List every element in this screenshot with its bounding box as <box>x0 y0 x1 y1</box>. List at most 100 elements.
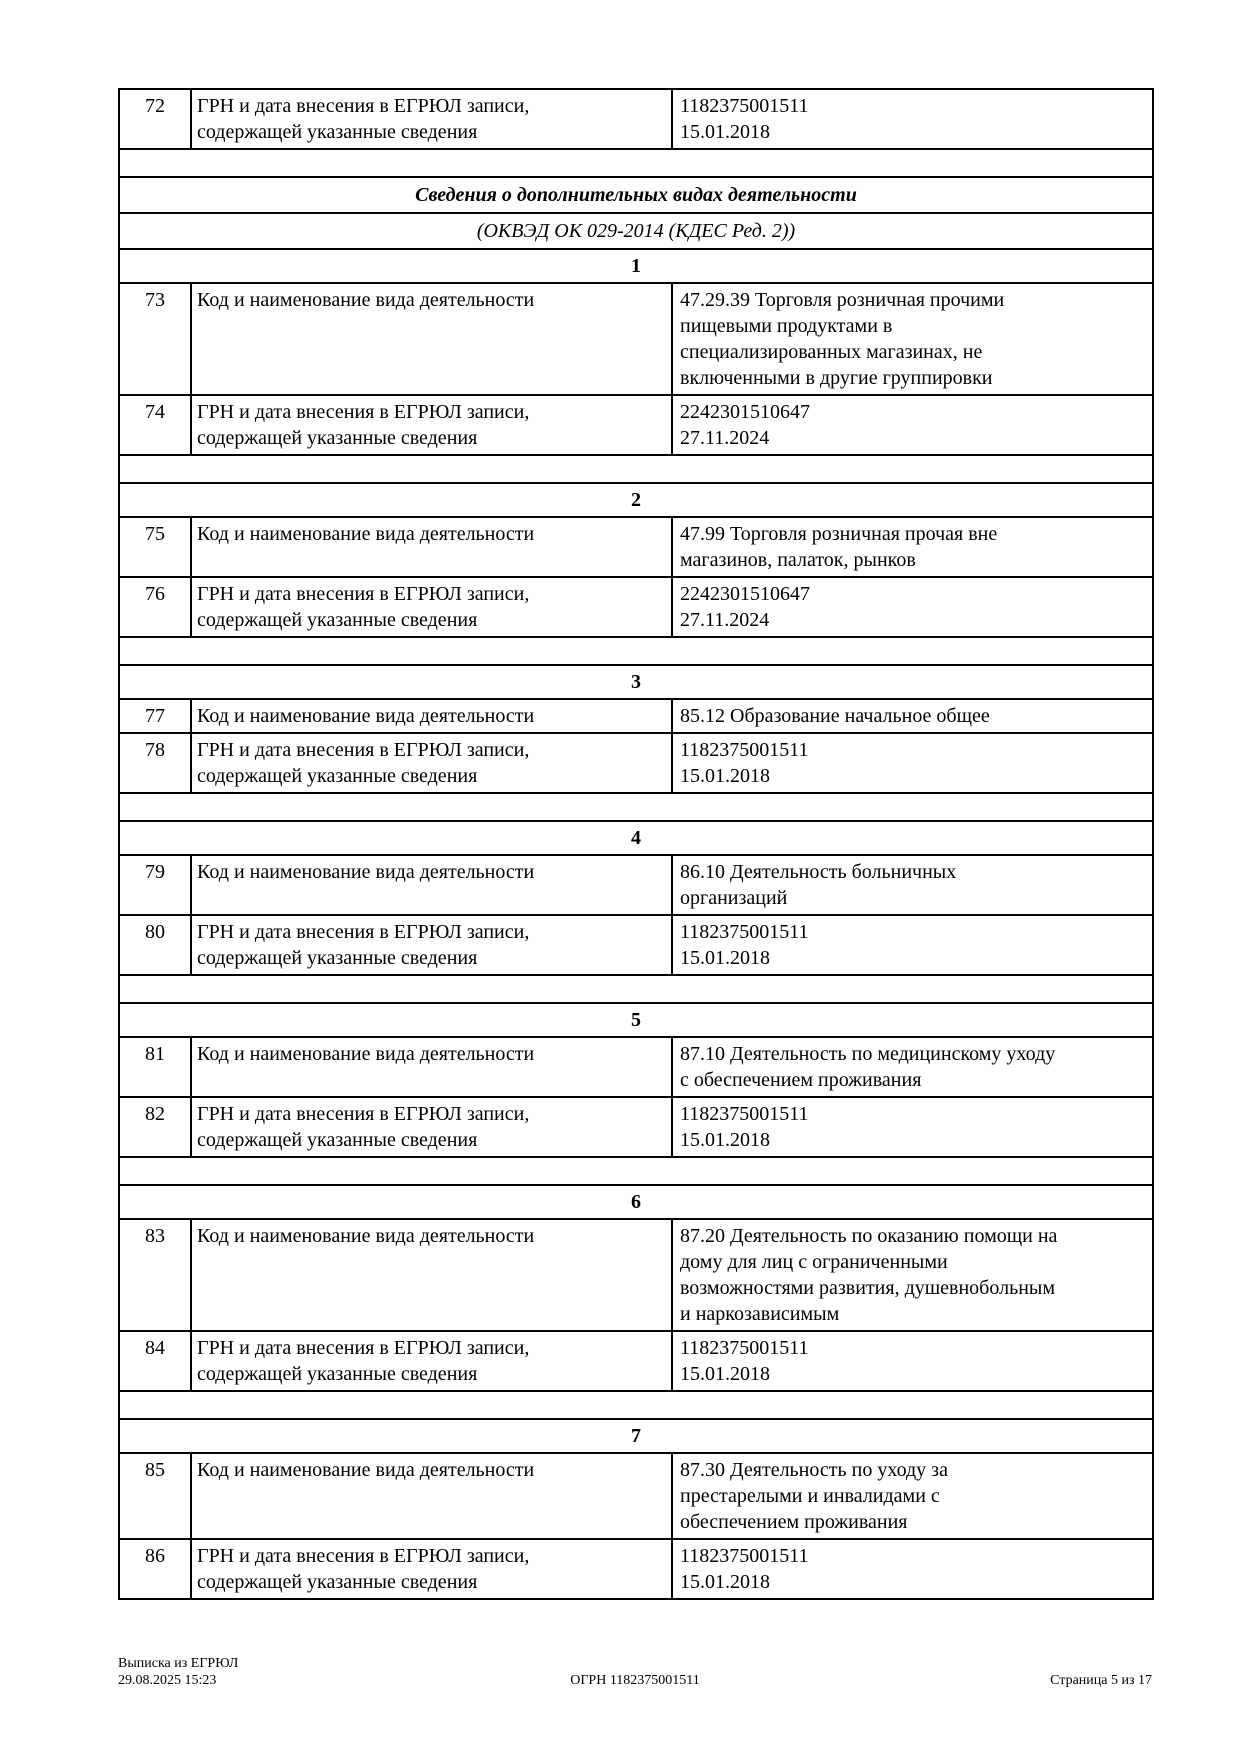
row-label-cell: ГРН и дата внесения в ЕГРЮЛ записи, содер… <box>190 1330 673 1392</box>
page-footer: Выписка из ЕГРЮЛ 29.08.2025 15:23 ОГРН 1… <box>118 1655 1152 1689</box>
section-number-row: 3 <box>118 664 1154 700</box>
row-value-cell: 86.10 Деятельность больничных организаций <box>671 854 1154 916</box>
row-label-cell: ГРН и дата внесения в ЕГРЮЛ записи, содер… <box>190 576 673 638</box>
row-label-line: содержащей указанные сведения <box>197 427 478 449</box>
table-head-block: 72 ГРН и дата внесения в ЕГРЮЛ записи, с… <box>118 88 1154 250</box>
row-label-line: ГРН и дата внесения в ЕГРЮЛ записи, <box>197 583 530 605</box>
row-value-line: специализированных магазинах, не <box>680 341 983 363</box>
section-number-row: 6 <box>118 1184 1154 1220</box>
row-number-cell: 79 <box>118 854 192 916</box>
row-value-line: 2242301510647 <box>680 583 810 605</box>
row-value-line: 1182375001511 <box>680 1337 809 1359</box>
row-label-line: Код и наименование вида деятельности <box>197 289 535 311</box>
row-label-line: ГРН и дата внесения в ЕГРЮЛ записи, <box>197 95 530 117</box>
spacer-row <box>118 454 1154 484</box>
row-label-line: Код и наименование вида деятельности <box>197 523 535 545</box>
row-label-line: Код и наименование вида деятельности <box>197 1043 535 1065</box>
section-number: 6 <box>118 1184 1154 1220</box>
row-value-line: включенными в другие группировки <box>680 367 993 389</box>
section-number: 3 <box>118 664 1154 700</box>
row-number-cell: 74 <box>118 394 192 456</box>
sections-container: 1 73 Код и наименование вида деятельности 4… <box>118 248 1154 1600</box>
table-row: 84 ГРН и дата внесения в ЕГРЮЛ записи, сод… <box>118 1330 1154 1392</box>
spacer-cell <box>118 148 1154 178</box>
table-row: 74 ГРН и дата внесения в ЕГРЮЛ записи, сод… <box>118 394 1154 456</box>
spacer-cell <box>118 636 1154 666</box>
row-label-cell: ГРН и дата внесения в ЕГРЮЛ записи, содер… <box>190 1096 673 1158</box>
spacer-cell <box>118 974 1154 1004</box>
row-value-cell: 47.99 Торговля розничная прочая вне магаз… <box>671 516 1154 578</box>
row-value-cell: 1182375001511 15.01.2018 <box>671 1096 1154 1158</box>
row-value-line: 47.29.39 Торговля розничная прочими <box>680 289 1005 311</box>
spacer-row <box>118 636 1154 666</box>
row-value-cell: 47.29.39 Торговля розничная прочими пищев… <box>671 282 1154 396</box>
section-number-row: 4 <box>118 820 1154 856</box>
row-number-cell: 75 <box>118 516 192 578</box>
section-number: 2 <box>118 482 1154 518</box>
row-number-cell: 80 <box>118 914 192 976</box>
row-label-line: содержащей указанные сведения <box>197 765 478 787</box>
row-label-cell: Код и наименование вида деятельности <box>190 1452 673 1540</box>
row-value-line: магазинов, палаток, рынков <box>680 549 916 571</box>
row-value-line: 1182375001511 <box>680 1545 809 1567</box>
row-number-cell: 82 <box>118 1096 192 1158</box>
row-number-cell: 85 <box>118 1452 192 1540</box>
row-value-line: 1182375001511 <box>680 1103 809 1125</box>
row-label-line: Код и наименование вида деятельности <box>197 1225 535 1247</box>
row-label-line: ГРН и дата внесения в ЕГРЮЛ записи, <box>197 1337 530 1359</box>
row-number-cell: 83 <box>118 1218 192 1332</box>
spacer-cell <box>118 1390 1154 1420</box>
row-number-cell: 78 <box>118 732 192 794</box>
row-value-line: 15.01.2018 <box>680 765 770 787</box>
spacer-row <box>118 974 1154 1004</box>
row-value-line: возможностями развития, душевнобольным <box>680 1277 1055 1299</box>
row-label-cell: ГРН и дата внесения в ЕГРЮЛ записи, соде… <box>190 88 673 150</box>
section-number-row: 5 <box>118 1002 1154 1038</box>
section-number-row: 2 <box>118 482 1154 518</box>
table-row: 79 Код и наименование вида деятельности 86… <box>118 854 1154 916</box>
table-row: 73 Код и наименование вида деятельности 47… <box>118 282 1154 396</box>
row-value-line: 1182375001511 <box>680 921 809 943</box>
row-value-line: 85.12 Образование начальное общее <box>680 705 990 727</box>
footer-datetime: 29.08.2025 15:23 <box>118 1673 217 1688</box>
row-label-line: содержащей указанные сведения <box>197 947 478 969</box>
row-label-cell: Код и наименование вида деятельности <box>190 698 673 734</box>
row-value-line: 86.10 Деятельность больничных <box>680 861 957 883</box>
row-value-line: 87.20 Деятельность по оказанию помощи на <box>680 1225 1058 1247</box>
row-value-line: дому для лиц с ограниченными <box>680 1251 948 1273</box>
row-value-line: и наркозависимым <box>680 1303 840 1325</box>
spacer-cell <box>118 454 1154 484</box>
row-value-line: 1182375001511 <box>680 95 809 117</box>
section-number: 5 <box>118 1002 1154 1038</box>
row-value-line: 87.30 Деятельность по уходу за <box>680 1459 948 1481</box>
table-row: 86 ГРН и дата внесения в ЕГРЮЛ записи, сод… <box>118 1538 1154 1600</box>
section-subtitle-row: (ОКВЭД ОК 029-2014 (КДЕС Ред. 2)) <box>118 212 1154 250</box>
row-value-line: 1182375001511 <box>680 739 809 761</box>
row-value-line: 15.01.2018 <box>680 947 770 969</box>
row-label-cell: ГРН и дата внесения в ЕГРЮЛ записи, содер… <box>190 732 673 794</box>
footer-doc-type: Выписка из ЕГРЮЛ <box>118 1656 239 1671</box>
row-value-line: 15.01.2018 <box>680 1363 770 1385</box>
table-row: 85 Код и наименование вида деятельности 87… <box>118 1452 1154 1540</box>
row-label-line: содержащей указанные сведения <box>197 609 478 631</box>
table-row: 78 ГРН и дата внесения в ЕГРЮЛ записи, сод… <box>118 732 1154 794</box>
row-value-cell: 1182375001511 15.01.2018 <box>671 1330 1154 1392</box>
table-row: 81 Код и наименование вида деятельности 87… <box>118 1036 1154 1098</box>
row-value-line: 15.01.2018 <box>680 1129 770 1151</box>
row-value-line: 27.11.2024 <box>680 427 770 449</box>
row-value-cell: 2242301510647 27.11.2024 <box>671 576 1154 638</box>
row-number-cell: 72 <box>118 88 192 150</box>
row-number-cell: 84 <box>118 1330 192 1392</box>
row-number-cell: 76 <box>118 576 192 638</box>
row-value-cell: 1182375001511 15.01.2018 <box>671 1538 1154 1600</box>
spacer-row <box>118 1390 1154 1420</box>
row-number-cell: 77 <box>118 698 192 734</box>
row-value-line: организаций <box>680 887 788 909</box>
section-number: 4 <box>118 820 1154 856</box>
row-label-cell: ГРН и дата внесения в ЕГРЮЛ записи, содер… <box>190 1538 673 1600</box>
row-value-cell: 2242301510647 27.11.2024 <box>671 394 1154 456</box>
spacer-row <box>118 148 1154 178</box>
row-number-cell: 81 <box>118 1036 192 1098</box>
section-title-row: Сведения о дополнительных видах деятельн… <box>118 176 1154 214</box>
section-number-row: 7 <box>118 1418 1154 1454</box>
